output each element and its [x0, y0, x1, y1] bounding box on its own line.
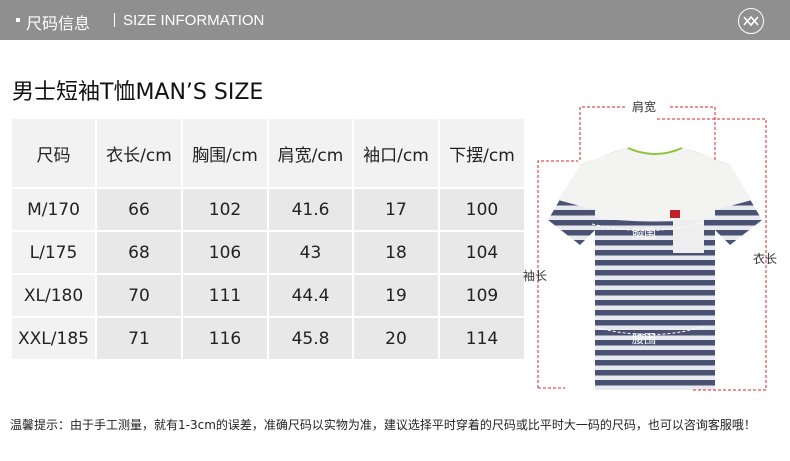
table-cell: 109: [438, 273, 526, 318]
table-cell: 20: [352, 316, 440, 361]
label-sleeve: 袖长: [523, 269, 548, 283]
table-row: XL/180 70 111 44.4 19 109: [10, 273, 526, 318]
table-cell: 44.4: [267, 273, 354, 318]
tshirt-image: [537, 106, 767, 391]
size-table: 尺码 衣长/cm 胸围/cm 肩宽/cm 袖口/cm 下摆/cm M/170 66 102 41.…: [10, 117, 526, 361]
table-cell: 41.6: [267, 187, 354, 232]
header-title-en: SIZE INFORMATION: [123, 12, 265, 29]
table-header-row: 尺码 衣长/cm 胸围/cm 肩宽/cm 袖口/cm 下摆/cm: [10, 117, 526, 189]
label-chest: 胸围: [632, 227, 657, 241]
table-cell: L/175: [10, 230, 97, 275]
table-cell: 68: [95, 230, 183, 275]
table-cell: XL/180: [10, 273, 97, 318]
column-header: 胸围/cm: [181, 117, 269, 189]
table-cell: 102: [181, 187, 269, 232]
table-cell: 66: [95, 187, 183, 232]
table-row: M/170 66 102 41.6 17 100: [10, 187, 526, 232]
table-cell: 116: [181, 316, 269, 361]
shirt-diagram: 肩宽 胸围 袖长 衣长 腰围: [520, 90, 790, 404]
table-cell: XXL/185: [10, 316, 97, 361]
table-cell: 100: [438, 187, 526, 232]
table-cell: 19: [352, 273, 440, 318]
measurement-note: 温馨提示：由于手工测量，就有1-3cm的误差，准确尺码以实物为准，建议选择平时穿…: [10, 418, 756, 432]
label-length: 衣长: [753, 252, 778, 266]
table-cell: 70: [95, 273, 183, 318]
page-title: 男士短袖T恤MAN’S SIZE: [12, 80, 264, 105]
table-cell: 114: [438, 316, 526, 361]
column-header: 袖口/cm: [352, 117, 440, 189]
column-header: 衣长/cm: [95, 117, 183, 189]
table-cell: 71: [95, 316, 183, 361]
header-title-cn: 尺码信息: [26, 14, 91, 33]
header-bar: 尺码信息 SIZE INFORMATION: [0, 0, 790, 40]
table-cell: 45.8: [267, 316, 354, 361]
table-cell: 43: [267, 230, 354, 275]
label-shoulder: 肩宽: [632, 100, 657, 114]
bullet-icon: [16, 18, 20, 22]
column-header: 下摆/cm: [438, 117, 526, 189]
label-waist: 腰围: [632, 332, 657, 346]
table-cell: 17: [352, 187, 440, 232]
table-row: XXL/185 71 116 45.8 20 114: [10, 316, 526, 361]
divider: [114, 13, 115, 27]
table-cell: 111: [181, 273, 269, 318]
table-row: L/175 68 106 43 18 104: [10, 230, 526, 275]
brand-logo-icon: [738, 8, 764, 34]
column-header: 尺码: [10, 117, 97, 189]
table-cell: 106: [181, 230, 269, 275]
column-header: 肩宽/cm: [267, 117, 354, 189]
table-cell: 18: [352, 230, 440, 275]
table-cell: M/170: [10, 187, 97, 232]
table-cell: 104: [438, 230, 526, 275]
